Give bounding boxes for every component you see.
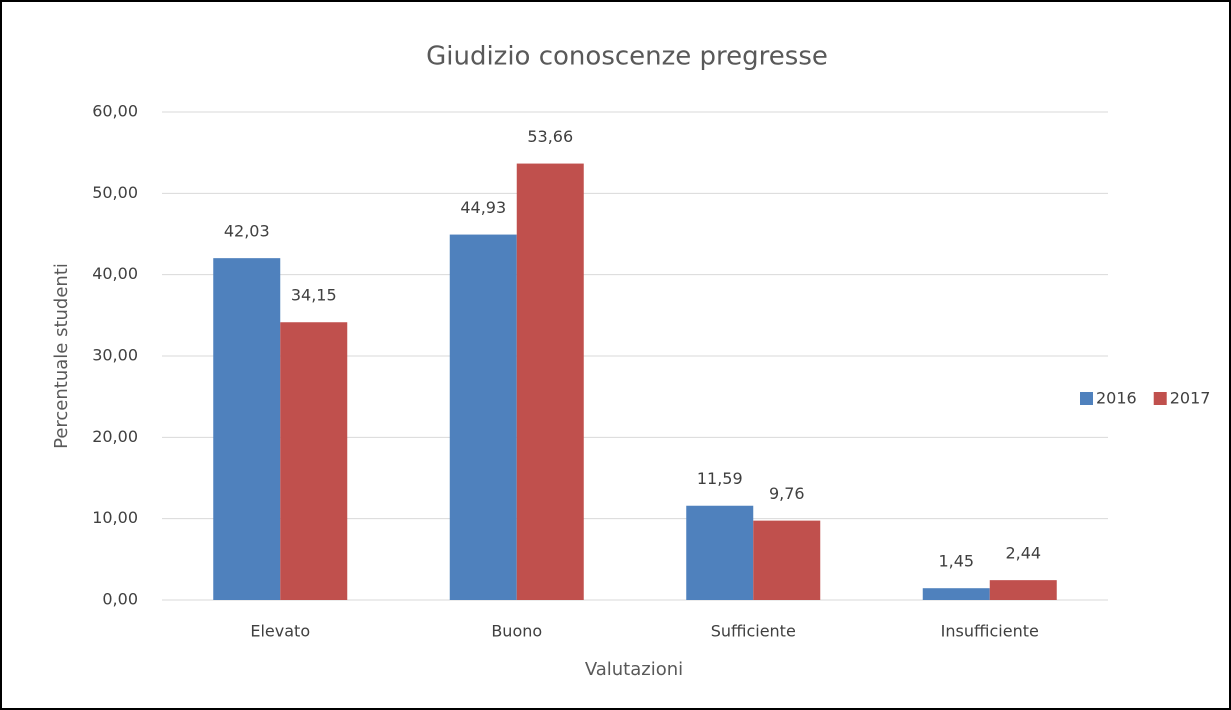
bar: [686, 505, 754, 600]
bar: [989, 580, 1057, 600]
y-tick-label: 50,00: [92, 183, 138, 202]
y-tick-label: 0,00: [102, 590, 138, 609]
legend-swatch: [1080, 392, 1093, 405]
data-label: 53,66: [527, 127, 573, 146]
data-label: 34,15: [291, 286, 337, 305]
data-label: 42,03: [224, 222, 270, 241]
x-tick-label: Sufficiente: [711, 622, 796, 641]
data-label: 1,45: [938, 552, 974, 571]
x-tick-label: Elevato: [250, 622, 310, 641]
y-tick-label: 10,00: [92, 508, 138, 527]
x-axis-label: Valutazioni: [585, 659, 683, 680]
chart-title: Giudizio conoscenze pregresse: [426, 42, 828, 72]
bar: [516, 163, 584, 600]
bar: [213, 258, 281, 600]
x-tick-label: Insufficiente: [941, 622, 1039, 641]
y-tick-label: 40,00: [92, 264, 138, 283]
bar: [753, 520, 821, 600]
y-tick-label: 20,00: [92, 427, 138, 446]
x-tick-label: Buono: [491, 622, 542, 641]
data-label: 2,44: [1005, 544, 1041, 563]
bar: [280, 322, 348, 600]
legend-label: 2017: [1170, 389, 1211, 408]
legend-swatch: [1153, 392, 1167, 405]
data-label: 11,59: [697, 469, 743, 488]
bar: [922, 588, 990, 600]
bar: [449, 234, 517, 600]
y-tick-label: 60,00: [92, 102, 138, 121]
data-label: 44,93: [460, 198, 506, 217]
data-label: 9,76: [769, 484, 805, 503]
legend-label: 2016: [1096, 389, 1137, 408]
y-tick-label: 30,00: [92, 346, 138, 365]
y-axis-label: Percentuale studenti: [51, 263, 72, 449]
